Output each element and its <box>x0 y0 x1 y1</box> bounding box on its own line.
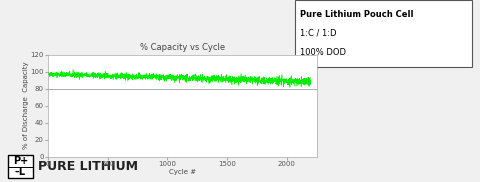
Text: 100% DOD: 100% DOD <box>300 48 346 57</box>
FancyBboxPatch shape <box>295 0 472 67</box>
Text: P+: P+ <box>13 157 28 167</box>
Text: 1:C / 1:D: 1:C / 1:D <box>300 29 336 38</box>
X-axis label: Cycle #: Cycle # <box>169 169 196 175</box>
Y-axis label: % of Discharge  Capacity: % of Discharge Capacity <box>23 62 29 149</box>
Title: % Capacity vs Cycle: % Capacity vs Cycle <box>140 43 225 52</box>
Text: Pure Lithium Pouch Cell: Pure Lithium Pouch Cell <box>300 10 413 19</box>
FancyBboxPatch shape <box>8 155 33 178</box>
Text: –L: –L <box>15 167 26 177</box>
Text: PURE LITHIUM: PURE LITHIUM <box>38 160 138 173</box>
